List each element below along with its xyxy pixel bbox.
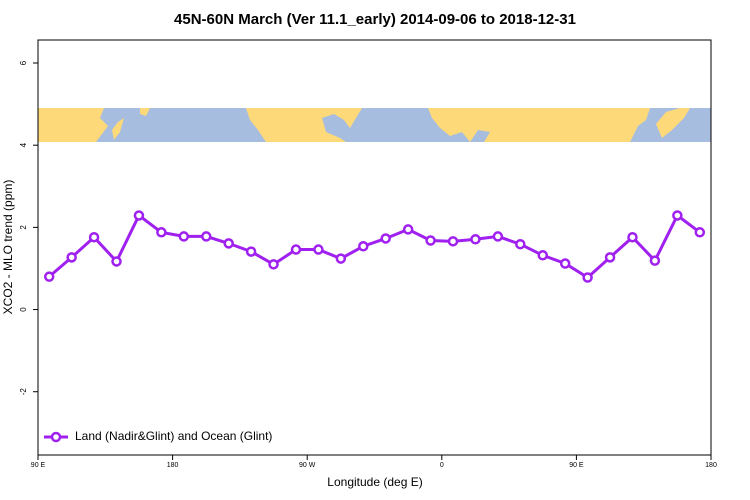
plot-frame [37, 39, 712, 456]
y-tick-label: -2 [19, 388, 28, 396]
data-point [223, 238, 234, 249]
map-strip [38, 108, 711, 142]
data-point [604, 252, 616, 263]
data-point [156, 227, 167, 238]
data-point [470, 234, 481, 245]
data-point [447, 236, 459, 247]
x-tick-label: 90 E [569, 462, 584, 469]
data-point [43, 271, 55, 282]
x-tick-label: 180 [705, 462, 717, 469]
data-point [582, 272, 593, 283]
data-point [559, 258, 571, 269]
x-tick-label: 90 W [299, 462, 316, 469]
data-point [268, 259, 279, 270]
data-point [111, 256, 122, 267]
data-point [133, 210, 145, 221]
data-point [88, 231, 100, 243]
data-point [672, 210, 683, 221]
data-point [627, 231, 638, 243]
x-tick-label: 180 [167, 462, 179, 469]
data-point [66, 252, 77, 263]
x-axis-label: Longitude (deg E) [327, 475, 422, 489]
legend-label: Land (Nadir&Glint) and Ocean (Glint) [75, 429, 272, 443]
y-tick-label: 2 [19, 225, 28, 230]
data-point [245, 246, 257, 257]
data-point [492, 231, 504, 242]
data-point [335, 253, 347, 264]
data-point [649, 255, 661, 266]
x-tick-label: 90 E [31, 462, 46, 469]
data-point [178, 231, 190, 242]
data-point [402, 224, 414, 235]
data-point [515, 238, 526, 250]
data-point [425, 235, 436, 246]
y-tick-label: 0 [19, 307, 28, 312]
y-axis-label: XCO2 - MLO trend (ppm) [1, 180, 15, 315]
data-point [537, 250, 548, 261]
x-tick-label: 0 [440, 462, 444, 469]
data-point [313, 244, 324, 255]
data-point [201, 231, 212, 242]
y-tick-label: 6 [19, 60, 28, 65]
data-point [380, 233, 391, 244]
data-point [290, 244, 302, 255]
series-line [48, 213, 701, 280]
chart-title: 45N-60N March (Ver 11.1_early) 2014-09-0… [174, 11, 576, 28]
legend-marker [50, 431, 62, 443]
y-tick-label: 4 [19, 142, 28, 147]
data-point [694, 227, 706, 238]
data-point [358, 241, 369, 252]
